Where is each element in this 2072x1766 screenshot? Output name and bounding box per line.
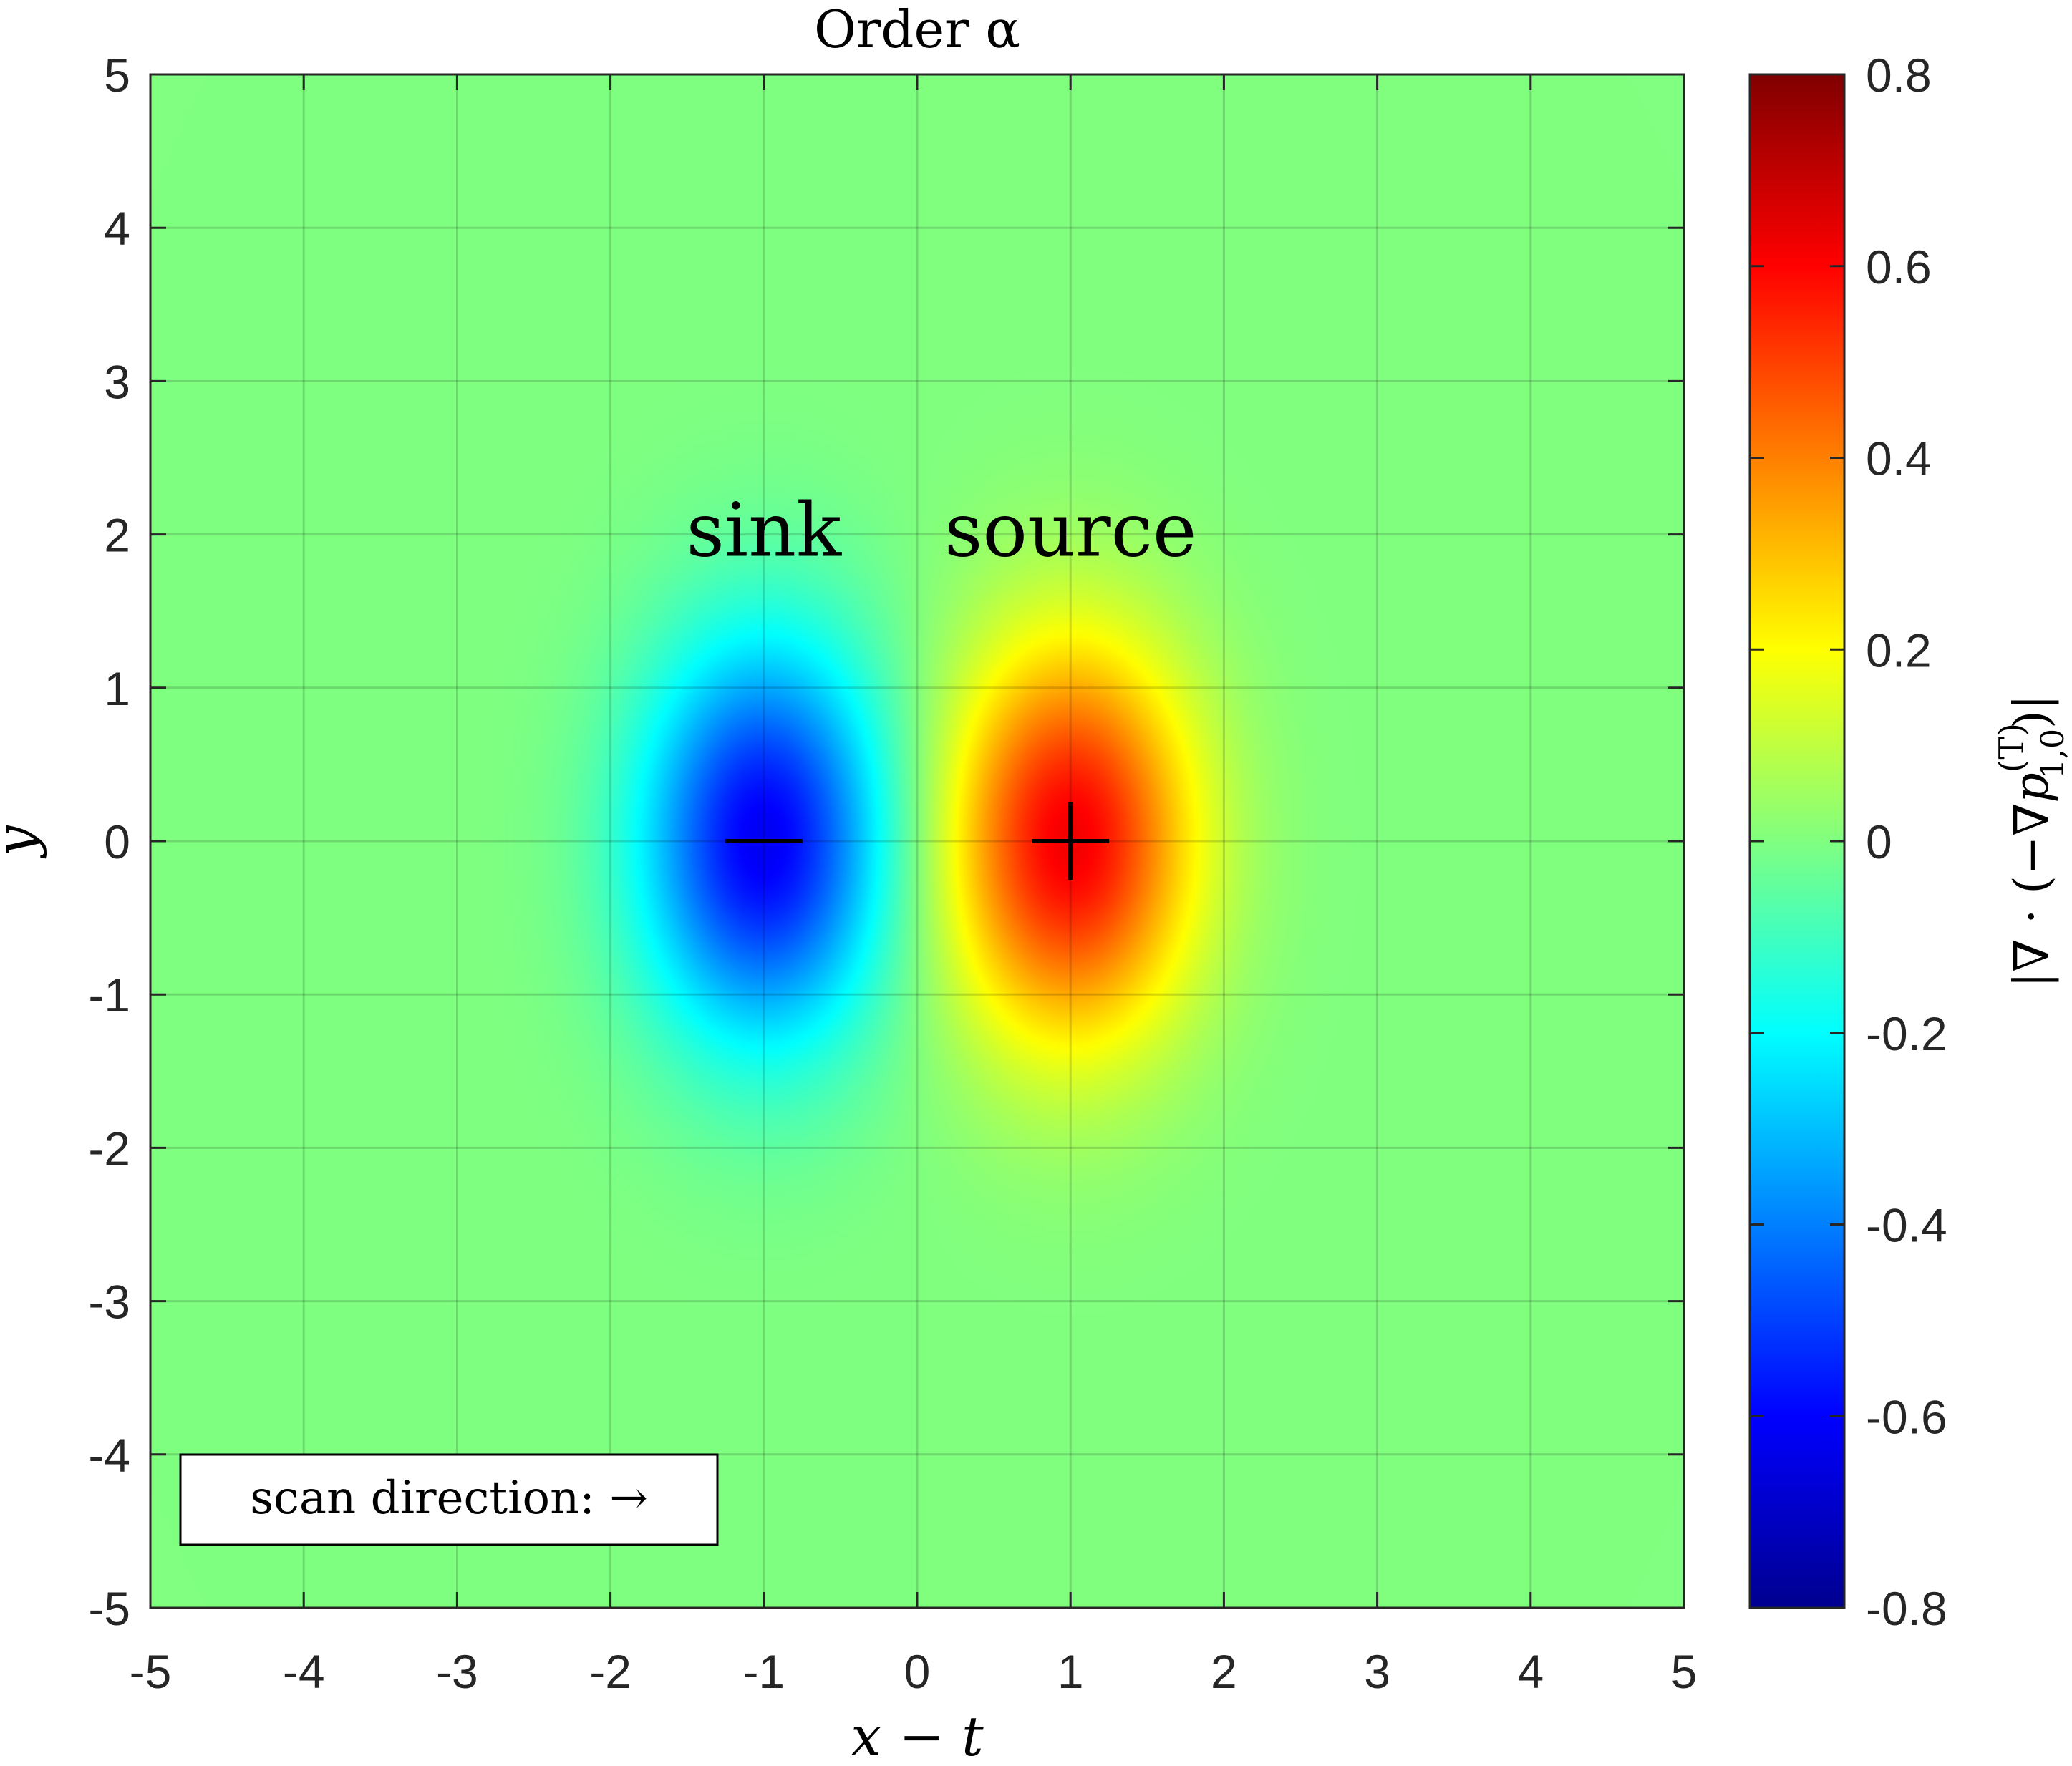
y-tick-label: -2: [88, 1122, 130, 1175]
y-tick-label: 0: [104, 815, 130, 868]
colorbar-tick-label: -0.8: [1866, 1582, 1947, 1635]
x-tick-label: -4: [283, 1645, 325, 1698]
heatmap-field: [150, 74, 1684, 1608]
colorbar-tick-label: -0.4: [1866, 1199, 1947, 1252]
x-tick-label: -5: [130, 1645, 172, 1698]
y-tick-label: -5: [88, 1582, 130, 1635]
x-tick-label: 5: [1671, 1645, 1698, 1698]
y-tick-labels: -5 -4 -3 -2 -1 0 1 2 3 4 5: [88, 49, 130, 1635]
colorbar-tick-label: 0.2: [1866, 624, 1932, 676]
colorbar: 0.8 0.6 0.4 0.2 0 -0.2 -0.4 -0.6 -0.8 |∇ · (−∇p(…: [1748, 49, 2071, 1635]
x-tick-label: -3: [436, 1645, 478, 1698]
colorbar-tick-label: -0.2: [1866, 1007, 1947, 1060]
x-tick-label: 0: [904, 1645, 931, 1698]
x-tick-label: 2: [1211, 1645, 1237, 1698]
x-tick-label: 1: [1057, 1645, 1084, 1698]
y-tick-label: 4: [104, 202, 130, 255]
colorbar-gradient: [1748, 73, 1846, 1609]
scan-direction-legend: scan direction: →: [179, 1453, 719, 1546]
sink-annotation: sink: [686, 487, 842, 843]
y-tick-label: 1: [104, 662, 130, 715]
colorbar-tick-label: 0.8: [1866, 49, 1932, 102]
axis-ticks: [149, 73, 1685, 1609]
colorbar-tick-label: -0.6: [1866, 1390, 1947, 1443]
colorbar-tick-label: 0: [1866, 815, 1892, 868]
y-tick-label: 2: [104, 509, 130, 562]
legend-text: scan direction: →: [250, 1472, 648, 1525]
plot-area: [149, 73, 1685, 1609]
y-tick-label: 5: [104, 49, 130, 102]
colorbar-tick-label: 0.6: [1866, 241, 1932, 293]
colorbar-label: |∇ · (−∇p(T)1,0)|: [1992, 694, 2071, 988]
extrema-annotations: sink source: [686, 487, 1196, 880]
y-tick-label: 3: [104, 355, 130, 408]
y-axis-label: y: [0, 825, 47, 858]
source-annotation: source: [944, 487, 1196, 880]
source-label: source: [944, 487, 1196, 574]
x-tick-label: -1: [742, 1645, 785, 1698]
colorbar-tick-label: 0.4: [1866, 432, 1932, 485]
chart-title: Order α: [814, 0, 1020, 59]
x-tick-label: -2: [589, 1645, 631, 1698]
y-tick-label: -4: [88, 1429, 130, 1482]
y-tick-label: -1: [88, 969, 130, 1022]
legend-box: [179, 1453, 719, 1546]
colorbar-ticks: 0.8 0.6 0.4 0.2 0 -0.2 -0.4 -0.6 -0.8: [1750, 49, 1947, 1635]
x-tick-labels: -5 -4 -3 -2 -1 0 1 2 3 4 5: [130, 1645, 1698, 1698]
sink-label: sink: [686, 487, 842, 574]
x-tick-label: 4: [1517, 1645, 1544, 1698]
x-tick-label: 3: [1364, 1645, 1390, 1698]
y-tick-label: -3: [88, 1276, 130, 1329]
x-axis-label: x − t: [851, 1704, 984, 1766]
